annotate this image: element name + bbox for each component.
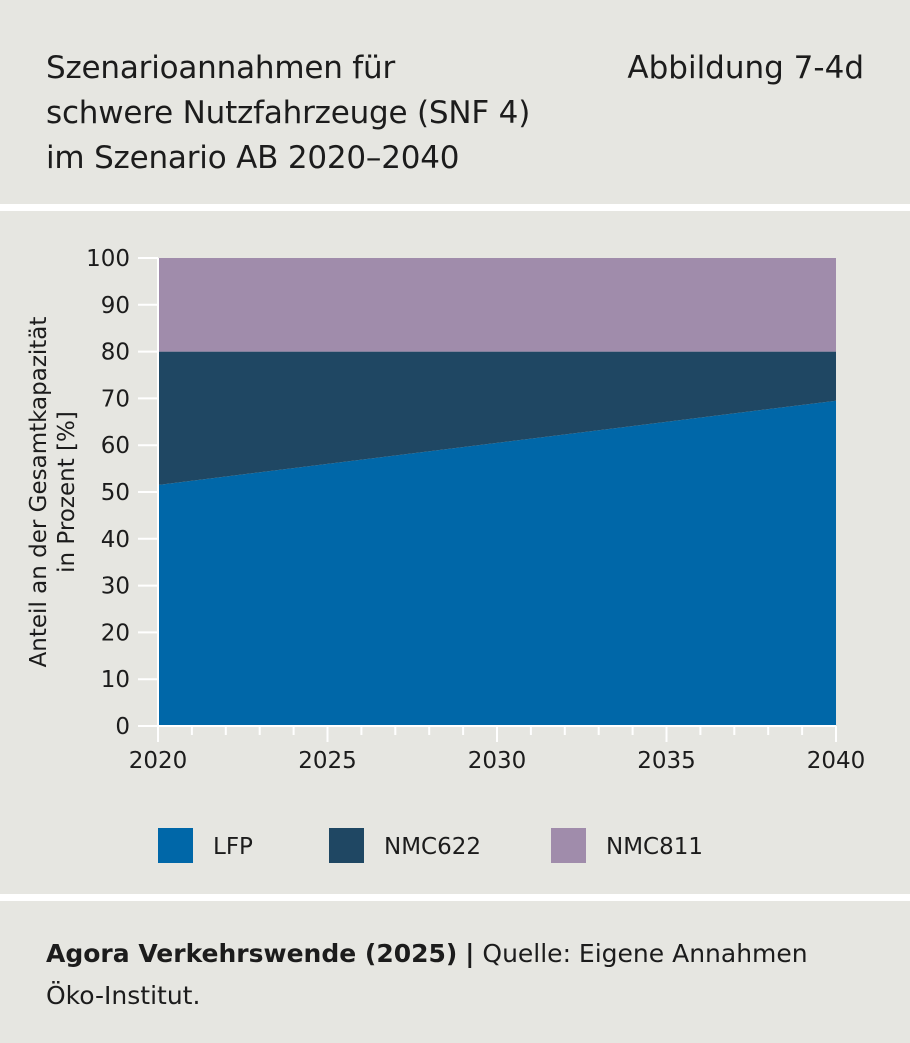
y-tick-label: 60 — [101, 433, 130, 459]
chart-area: 0 10 20 30 40 50 60 70 80 90 100 2020 2025 2030 2035 20… — [0, 211, 910, 894]
legend-label-lfp: LFP — [213, 834, 253, 860]
footer: Agora Verkehrswende (2025) | Quelle: Eig… — [0, 901, 910, 1043]
y-tick-label: 20 — [101, 620, 130, 646]
y-tick-label: 10 — [101, 667, 130, 693]
y-tick-label: 80 — [101, 340, 130, 366]
footer-source: Quelle: Eigene Annahmen Öko-Institut. — [46, 939, 808, 1010]
legend-swatch-lfp — [158, 828, 193, 863]
divider-top — [0, 204, 910, 211]
x-tick-label: 2025 — [298, 748, 357, 774]
chart-title-line-2: schwere Nutzfahrzeuge (SNF 4) — [46, 95, 531, 131]
y-tick-label: 0 — [115, 714, 130, 740]
chart-areas — [158, 258, 836, 726]
legend-swatch-nmc811 — [551, 828, 586, 863]
chart-title-line-3: im Szenario AB 2020–2040 — [46, 140, 460, 176]
footer-text: Agora Verkehrswende (2025) | Quelle: Eig… — [46, 933, 846, 1017]
y-tick-label: 50 — [101, 480, 130, 506]
y-axis-label-line: in Prozent [%] — [54, 411, 80, 573]
y-tick-label: 100 — [86, 246, 130, 272]
x-tick-label: 2040 — [807, 748, 866, 774]
area-lfp — [158, 400, 836, 726]
chart-title: Szenarioannahmen für schwere Nutzfahrzeu… — [46, 46, 530, 181]
y-tick-label: 70 — [101, 386, 130, 412]
y-tick-label: 90 — [101, 293, 130, 319]
area-nmc622 — [158, 351, 836, 485]
x-tick-label: 2030 — [468, 748, 527, 774]
x-tick-label: 2020 — [129, 748, 188, 774]
footer-separator: | — [465, 939, 475, 968]
y-axis-label-line: Anteil an der Gesamtkapazität — [26, 317, 52, 668]
footer-publisher: Agora Verkehrswende (2025) — [46, 939, 458, 968]
header: Szenarioannahmen für schwere Nutzfahrzeu… — [0, 0, 910, 204]
legend: LFP NMC622 NMC811 — [158, 828, 703, 863]
legend-label-nmc622: NMC622 — [384, 834, 481, 860]
chart-title-line-1: Szenarioannahmen für — [46, 50, 396, 86]
area-nmc811 — [158, 258, 836, 352]
divider-bottom — [0, 894, 910, 901]
legend-label-nmc811: NMC811 — [606, 834, 703, 860]
x-tick-label: 2035 — [637, 748, 696, 774]
figure-label: Abbildung 7-4d — [627, 50, 864, 86]
legend-swatch-nmc622 — [329, 828, 364, 863]
y-axis-label: Anteil an der Gesamtkapazität in Prozent … — [26, 317, 80, 668]
y-tick-label: 40 — [101, 527, 130, 553]
y-tick-label: 30 — [101, 574, 130, 600]
